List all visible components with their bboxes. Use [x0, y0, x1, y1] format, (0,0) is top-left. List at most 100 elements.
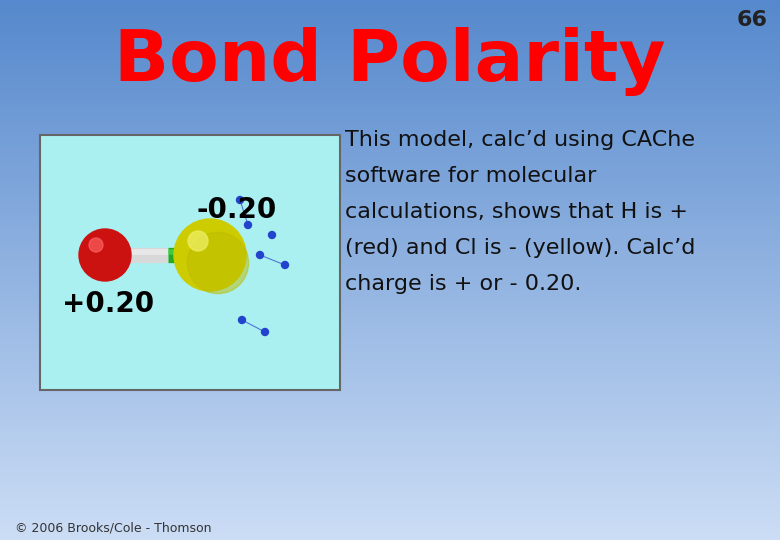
Bar: [0, 235, 780, 238]
Bar: [0, 188, 780, 191]
Bar: [0, 490, 780, 493]
Bar: [0, 296, 780, 299]
Bar: [0, 211, 780, 214]
Bar: [0, 230, 780, 232]
Bar: [0, 308, 780, 312]
Bar: [0, 474, 780, 477]
Bar: [0, 262, 780, 265]
Bar: [0, 435, 780, 437]
Bar: [0, 307, 780, 309]
Circle shape: [244, 221, 251, 228]
Bar: [0, 231, 780, 234]
Circle shape: [239, 316, 246, 323]
Bar: [0, 98, 780, 101]
Bar: [0, 58, 780, 61]
Bar: [0, 370, 780, 373]
Bar: [0, 103, 780, 106]
Bar: [0, 381, 780, 383]
Bar: [0, 215, 780, 218]
Bar: [0, 451, 780, 454]
Bar: [0, 399, 780, 401]
Bar: [0, 310, 780, 313]
Bar: [0, 44, 780, 47]
Bar: [0, 485, 780, 488]
Bar: [0, 379, 780, 382]
Text: charge is + or - 0.20.: charge is + or - 0.20.: [345, 274, 581, 294]
Bar: [0, 447, 780, 450]
Bar: [0, 481, 780, 484]
Bar: [0, 40, 780, 43]
Bar: [0, 483, 780, 486]
Bar: [0, 240, 780, 243]
Bar: [0, 219, 780, 221]
Bar: [0, 460, 780, 463]
Circle shape: [89, 238, 103, 252]
Bar: [0, 465, 780, 468]
Bar: [0, 478, 780, 481]
Bar: [0, 535, 780, 538]
Bar: [0, 165, 780, 167]
Bar: [0, 480, 780, 482]
Bar: [0, 341, 780, 344]
Bar: [0, 389, 780, 393]
Bar: [0, 415, 780, 417]
Bar: [0, 227, 780, 231]
Bar: [0, 382, 780, 385]
Bar: [0, 145, 780, 147]
Bar: [0, 123, 780, 126]
Bar: [0, 129, 780, 131]
Bar: [0, 339, 780, 342]
Bar: [0, 470, 780, 474]
Bar: [0, 176, 780, 178]
Bar: [0, 301, 780, 304]
Bar: [0, 422, 780, 425]
Bar: [0, 64, 780, 66]
Bar: [0, 157, 780, 160]
Bar: [0, 15, 780, 18]
Bar: [0, 119, 780, 123]
Bar: [0, 260, 780, 263]
Bar: [0, 173, 780, 177]
Bar: [0, 273, 780, 275]
Bar: [0, 350, 780, 353]
Bar: [0, 429, 780, 432]
Bar: [0, 271, 780, 274]
Bar: [0, 213, 780, 216]
Bar: [0, 334, 780, 336]
Bar: [0, 26, 780, 29]
Bar: [0, 4, 780, 7]
Bar: [0, 510, 780, 513]
Bar: [0, 35, 780, 38]
Bar: [0, 193, 780, 196]
Bar: [0, 523, 780, 525]
Bar: [0, 462, 780, 464]
Bar: [0, 285, 780, 288]
Bar: [0, 267, 780, 270]
Bar: [0, 168, 780, 171]
Circle shape: [236, 197, 243, 204]
Bar: [0, 84, 780, 86]
Bar: [0, 148, 780, 151]
Bar: [0, 247, 780, 250]
Bar: [0, 411, 780, 414]
Text: Bond Polarity: Bond Polarity: [114, 28, 666, 97]
Bar: [0, 190, 780, 193]
Text: software for molecular: software for molecular: [345, 166, 597, 186]
Bar: [0, 170, 780, 173]
Bar: [0, 505, 780, 508]
Text: (red) and Cl is - (yellow). Calc’d: (red) and Cl is - (yellow). Calc’d: [345, 238, 696, 258]
Bar: [0, 530, 780, 533]
Bar: [0, 199, 780, 201]
Bar: [0, 78, 780, 81]
Bar: [0, 139, 780, 142]
Bar: [0, 321, 780, 324]
Bar: [0, 73, 780, 76]
Bar: [0, 294, 780, 297]
Bar: [0, 516, 780, 518]
Bar: [0, 501, 780, 504]
Bar: [0, 494, 780, 497]
Bar: [0, 524, 780, 528]
Bar: [0, 210, 780, 212]
Bar: [0, 361, 780, 363]
Bar: [0, 402, 780, 405]
